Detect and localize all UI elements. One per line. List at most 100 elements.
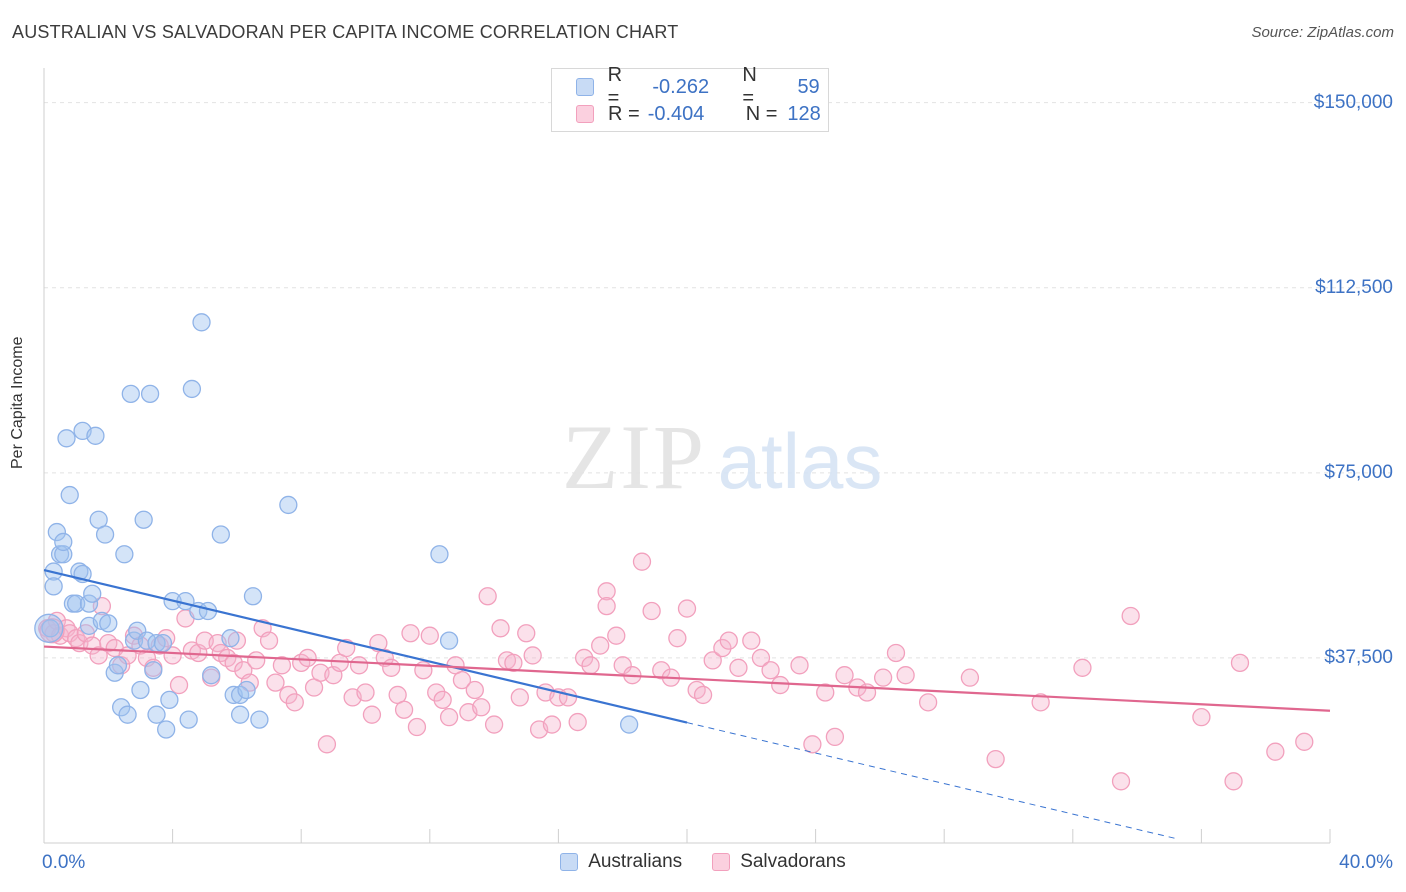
salvadorans-point-40 — [272, 656, 292, 675]
salvadorans-point-78 — [517, 624, 536, 643]
australians-point-42 — [179, 710, 198, 729]
legend-label-salvadorans: Salvadorans — [740, 851, 846, 872]
salvadorans-point-103 — [713, 638, 732, 658]
r-label: R = — [607, 64, 623, 109]
salvadorans-point-122 — [986, 749, 1005, 769]
salvadorans-point-60 — [401, 624, 420, 643]
salvadorans-point-90 — [597, 596, 616, 616]
salvadorans-point-42 — [285, 693, 304, 712]
salvadorans-point-88 — [591, 636, 610, 655]
australians-point-23 — [108, 656, 128, 675]
salvadorans-point-39 — [266, 673, 285, 692]
australians-trend-line — [43, 568, 688, 724]
australians-point-17 — [86, 426, 105, 445]
salvadorans-point-117 — [873, 668, 893, 687]
australians-point-59 — [619, 715, 639, 734]
axes — [43, 68, 1331, 844]
australians-point-34 — [144, 661, 163, 680]
salvadorans-point-57 — [382, 658, 401, 677]
australians-point-20 — [95, 525, 115, 544]
australians-point-57 — [430, 545, 449, 564]
australians-point-39 — [160, 690, 179, 710]
r-label: R = — [608, 102, 640, 125]
salvadorans-point-108 — [761, 661, 780, 680]
australians-trend-extension — [686, 722, 1176, 839]
australians-point-26 — [118, 705, 137, 724]
australians-point-56 — [279, 495, 298, 515]
salvadorans-point-53 — [356, 683, 375, 702]
australians-point-29 — [128, 621, 147, 640]
n-value: 128 — [787, 102, 821, 125]
grid-lines — [44, 102, 1392, 659]
salvadorans-point-59 — [394, 700, 414, 719]
n-label: N = — [742, 64, 757, 109]
australians-point-7 — [57, 429, 76, 448]
australians-point-25 — [115, 545, 134, 564]
salvadorans-trend-line — [43, 645, 1331, 712]
legend-row-australians: R = -0.262 N = 59 — [576, 64, 828, 109]
australians-point-38 — [157, 720, 176, 739]
australians-cluster-point — [34, 613, 64, 643]
salvadorans-point-85 — [568, 712, 587, 732]
salvadorans-points — [38, 552, 1314, 791]
salvadorans-point-10 — [89, 646, 108, 665]
n-label: N = — [745, 102, 778, 125]
salvadorans-point-44 — [298, 648, 317, 668]
australians-point-21 — [99, 614, 118, 633]
salvadorans-point-89 — [597, 582, 616, 601]
salvadorans-point-91 — [607, 626, 626, 645]
salvadorans-point-120 — [918, 693, 938, 712]
trend-lines — [43, 568, 1331, 839]
salvadorans-point-123 — [1031, 693, 1050, 712]
salvadorans-point-54 — [362, 705, 382, 724]
salvadorans-point-6 — [67, 629, 86, 648]
legend-item-salvadorans: Salvadorans — [712, 851, 846, 873]
australians-point-14 — [79, 594, 99, 613]
salvadorans-point-82 — [542, 715, 562, 734]
x-tick-min: 0.0% — [42, 852, 86, 873]
australians-point-24 — [112, 698, 131, 717]
australians-point-55 — [250, 710, 269, 729]
x-tick-max: 40.0% — [1339, 852, 1393, 873]
legend-label-australians: Australians — [588, 851, 683, 872]
salvadorans-point-32 — [224, 653, 243, 673]
salvadorans-point-47 — [317, 735, 337, 754]
australians-legend-swatch — [560, 853, 579, 871]
australians-point-36 — [147, 705, 166, 724]
salvadorans-point-70 — [465, 680, 484, 700]
salvadorans-point-107 — [751, 648, 771, 668]
salvadorans-point-73 — [484, 715, 504, 734]
salvadorans-point-131 — [1295, 732, 1314, 751]
salvadorans-legend-swatch — [712, 853, 731, 871]
salvadorans-point-105 — [729, 658, 748, 677]
salvadorans-point-21 — [157, 629, 176, 648]
australians-point-16 — [83, 584, 102, 603]
salvadorans-point-113 — [825, 727, 845, 747]
salvadorans-point-109 — [771, 675, 790, 695]
australians-point-27 — [121, 384, 140, 404]
australians-point-33 — [140, 384, 160, 404]
salvadorans-point-119 — [896, 666, 915, 685]
australians-point-37 — [153, 633, 173, 653]
salvadorans-point-71 — [472, 698, 491, 717]
salvadorans-point-86 — [574, 648, 594, 668]
correlation-legend: R = -0.262 N = 59 R = -0.404 N = 128 — [551, 64, 829, 132]
salvadorans-point-104 — [719, 631, 738, 650]
australians-point-10 — [67, 594, 86, 613]
salvadorans-point-127 — [1192, 707, 1211, 727]
y-tick-label-2: $75,000 — [1324, 461, 1393, 483]
y-tick-label-1: $112,500 — [1315, 276, 1393, 298]
salvadorans-point-72 — [478, 587, 497, 606]
salvadorans-point-56 — [375, 648, 394, 668]
salvadorans-point-110 — [790, 656, 809, 675]
watermark-zip: ZIP — [562, 406, 706, 508]
salvadorans-point-112 — [816, 683, 835, 702]
salvadorans-point-128 — [1224, 772, 1243, 791]
salvadorans-point-99 — [677, 599, 697, 618]
australians-point-45 — [192, 313, 211, 332]
salvadorans-point-76 — [504, 653, 523, 673]
australians-point-43 — [182, 379, 202, 399]
salvadorans-point-61 — [407, 717, 427, 737]
salvadorans-point-65 — [433, 690, 452, 710]
n-value: 59 — [797, 75, 820, 98]
